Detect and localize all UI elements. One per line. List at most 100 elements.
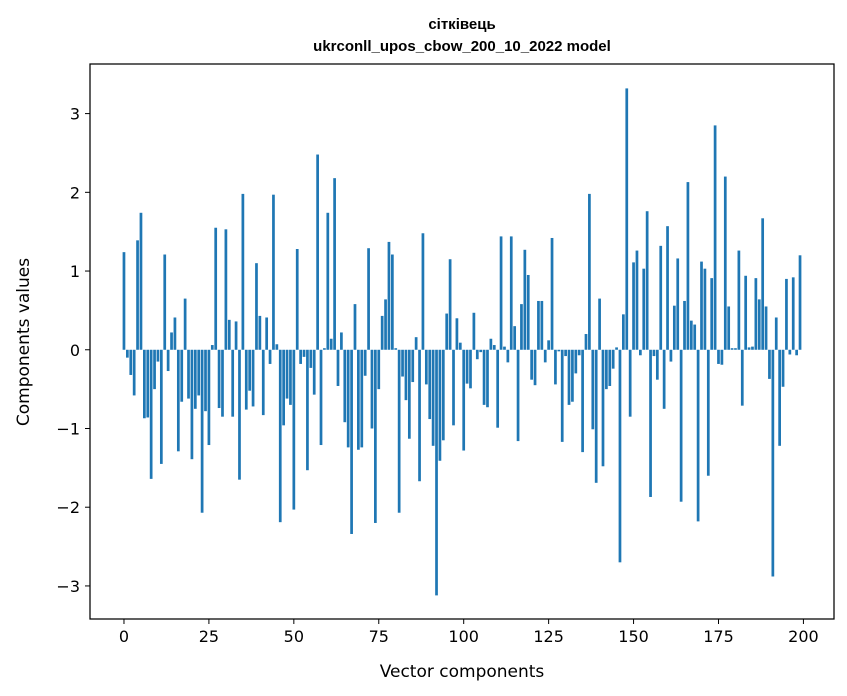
- bar-component-28: [217, 349, 221, 409]
- y-tick-label-3: 3: [70, 105, 80, 124]
- bar-component-116: [516, 349, 520, 442]
- bar-component-7: [146, 349, 150, 418]
- bar-component-90: [428, 349, 432, 420]
- bar-component-50: [292, 349, 296, 510]
- bar-component-97: [452, 349, 455, 426]
- bar-component-49: [289, 349, 292, 405]
- bar-component-37: [248, 349, 252, 391]
- bar-component-140: [598, 298, 601, 350]
- bar-component-167: [689, 320, 693, 350]
- bar-component-44: [272, 194, 275, 350]
- bar-component-9: [153, 349, 156, 390]
- bar-component-149: [628, 349, 632, 417]
- x-tick-label-100: 100: [448, 627, 479, 646]
- bar-component-117: [520, 304, 523, 350]
- bar-component-152: [639, 349, 642, 356]
- bar-component-70: [360, 349, 364, 448]
- bar-component-109: [492, 345, 496, 350]
- bar-component-127: [554, 349, 557, 385]
- x-tick-label-175: 175: [703, 627, 734, 646]
- bar-component-25: [207, 349, 211, 446]
- bar-component-108: [489, 338, 493, 350]
- bar-component-68: [353, 304, 357, 350]
- bar-component-179: [730, 348, 734, 350]
- bar-component-98: [455, 318, 459, 350]
- bar-component-100: [462, 349, 466, 451]
- bar-component-178: [727, 306, 731, 350]
- bar-component-135: [581, 349, 584, 453]
- bar-component-175: [717, 349, 720, 364]
- bar-component-94: [441, 349, 445, 441]
- bar-component-86: [414, 337, 418, 350]
- bar-component-165: [683, 300, 686, 350]
- bar-component-27: [214, 227, 218, 350]
- bar-component-69: [357, 349, 360, 450]
- bar-component-122: [537, 300, 540, 350]
- bar-component-168: [693, 324, 697, 350]
- bar-component-18: [183, 298, 187, 350]
- bar-component-155: [649, 349, 652, 497]
- bar-component-190: [768, 349, 771, 379]
- bar-component-24: [204, 349, 207, 412]
- bar-component-104: [475, 349, 479, 360]
- bar-component-189: [764, 306, 768, 350]
- bar-component-30: [224, 229, 228, 350]
- bar-component-192: [774, 317, 778, 350]
- bar-component-77: [384, 299, 387, 350]
- bar-component-39: [255, 263, 258, 350]
- bar-component-132: [571, 349, 574, 402]
- bar-component-103: [472, 312, 476, 350]
- y-axis-ticks: −3 −2 −1 0 1 2 3: [56, 105, 90, 596]
- bar-component-29: [221, 349, 224, 417]
- x-axis-label: Vector components: [380, 662, 545, 682]
- bar-component-61: [329, 338, 333, 350]
- x-tick-label-125: 125: [533, 627, 564, 646]
- bar-component-11: [159, 349, 163, 464]
- y-tick-label--2: −2: [56, 498, 80, 517]
- bar-component-47: [282, 349, 285, 426]
- bar-component-72: [367, 248, 370, 350]
- bar-component-181: [737, 250, 741, 350]
- bar-component-161: [669, 349, 673, 362]
- bar-component-141: [601, 349, 605, 467]
- x-axis-ticks: 0 25 50 75 100 125 150 175 200: [119, 619, 819, 646]
- bar-component-170: [700, 261, 703, 350]
- bar-component-60: [326, 212, 330, 350]
- bar-component-119: [526, 274, 530, 350]
- y-tick-label--1: −1: [56, 419, 80, 438]
- bar-component-4: [136, 240, 139, 350]
- bar-component-22: [197, 349, 201, 396]
- bar-component-15: [173, 317, 177, 350]
- bar-component-182: [740, 349, 744, 406]
- bar-component-184: [747, 347, 751, 350]
- bar-component-52: [299, 349, 302, 364]
- bar-component-115: [513, 326, 517, 350]
- bar-component-174: [713, 125, 717, 350]
- bar-component-21: [193, 349, 197, 409]
- bar-component-95: [445, 313, 449, 350]
- bar-component-62: [333, 178, 336, 350]
- bar-component-19: [187, 349, 190, 399]
- bar-component-142: [605, 349, 608, 390]
- bar-component-31: [227, 319, 231, 350]
- bar-component-130: [564, 349, 567, 357]
- bar-component-99: [458, 342, 462, 350]
- bar-component-128: [557, 349, 561, 352]
- bar-component-133: [574, 349, 578, 374]
- bar-component-159: [662, 349, 666, 409]
- bar-component-0: [122, 252, 126, 350]
- bar-component-148: [625, 88, 629, 350]
- chart-title-line-1: сітківець: [428, 16, 495, 33]
- bar-component-107: [486, 349, 489, 408]
- bar-component-143: [608, 349, 612, 386]
- bar-component-114: [509, 236, 513, 350]
- bar-component-92: [435, 349, 438, 596]
- bar-component-40: [258, 315, 262, 350]
- bar-component-13: [166, 349, 170, 372]
- bar-component-57: [316, 154, 319, 350]
- bar-component-43: [268, 349, 272, 364]
- bar-component-6: [143, 349, 146, 419]
- bar-component-138: [591, 349, 595, 430]
- bar-component-73: [370, 349, 374, 429]
- bar-component-134: [577, 349, 581, 356]
